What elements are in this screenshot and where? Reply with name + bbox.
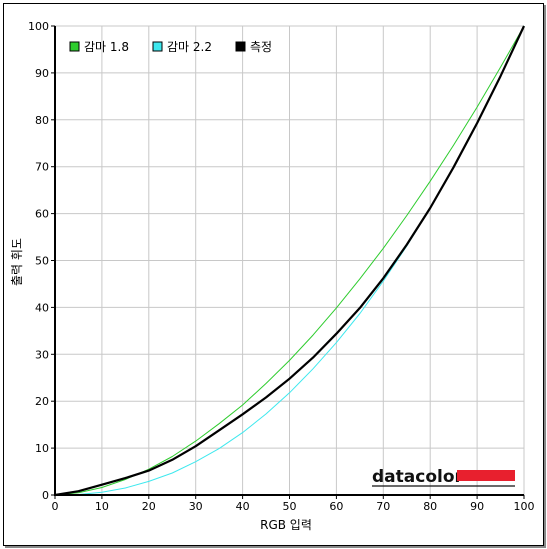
gamma-chart: 0 10 20 30 40 50 60 70 80 90 100 0 10 20 30 40 50 60 70 80 9… xyxy=(10,20,535,532)
y-tick-label: 10 xyxy=(35,442,49,455)
y-tick-label: 70 xyxy=(35,161,49,174)
legend-swatch xyxy=(152,41,163,52)
x-tick-label: 70 xyxy=(376,500,390,513)
x-tick-label: 0 xyxy=(52,500,59,513)
legend-swatch xyxy=(69,41,80,52)
datacolor-watermark: datacolor xyxy=(372,467,515,487)
x-tick-label: 90 xyxy=(470,500,484,513)
x-tick-label: 30 xyxy=(189,500,203,513)
x-tick-label: 20 xyxy=(142,500,156,513)
x-tick-label: 80 xyxy=(423,500,437,513)
chart-frame: 0 10 20 30 40 50 60 70 80 90 100 0 10 20 30 40 50 60 70 80 9… xyxy=(3,3,544,546)
legend-label: 감마 2.2 xyxy=(167,40,212,54)
y-axis-label: 출력 휘도 xyxy=(10,238,24,286)
y-tick-label: 90 xyxy=(35,67,49,80)
x-axis-label: RGB 입력 xyxy=(260,518,312,532)
y-tick-label: 30 xyxy=(35,348,49,361)
legend: 감마 1.8 감마 2.2 측정 xyxy=(69,40,272,54)
x-tick-label: 10 xyxy=(95,500,109,513)
series-line xyxy=(54,25,525,497)
y-tick-label: 0 xyxy=(42,489,49,502)
tick-labels: 0 10 20 30 40 50 60 70 80 90 100 0 10 20 30 40 50 60 70 80 9… xyxy=(28,20,535,513)
watermark-bar xyxy=(457,470,515,481)
y-tick-label: 60 xyxy=(35,208,49,221)
x-tick-label: 100 xyxy=(514,500,535,513)
x-tick-label: 50 xyxy=(283,500,297,513)
y-tick-label: 20 xyxy=(35,395,49,408)
series-lines xyxy=(54,25,525,497)
y-tick-label: 50 xyxy=(35,255,49,268)
watermark-text: datacolor xyxy=(372,467,464,487)
y-tick-label: 40 xyxy=(35,301,49,314)
x-tick-label: 60 xyxy=(329,500,343,513)
x-tick-label: 40 xyxy=(236,500,250,513)
y-tick-label: 80 xyxy=(35,114,49,127)
y-tick-label: 100 xyxy=(28,20,49,33)
legend-label: 측정 xyxy=(250,40,272,54)
grid xyxy=(54,25,525,496)
legend-label: 감마 1.8 xyxy=(84,40,129,54)
legend-swatch xyxy=(235,41,246,52)
